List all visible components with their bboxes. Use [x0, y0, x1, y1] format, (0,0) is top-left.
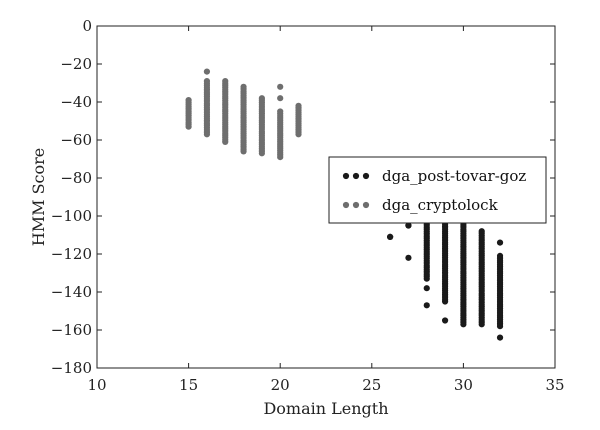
legend-marker — [342, 172, 370, 180]
point-cryptolock-outlier — [277, 95, 284, 102]
y-tick-label: 0 — [82, 17, 92, 35]
legend-marker-dot — [342, 172, 350, 180]
y-tick-label: −140 — [51, 283, 92, 301]
point-cryptolock — [240, 148, 247, 155]
y-tick-label: −20 — [60, 55, 92, 73]
legend-entry-cryptolock: dga_cryptolock — [342, 196, 499, 214]
y-tick-label: −80 — [60, 169, 92, 187]
point-cryptolock — [222, 138, 229, 145]
point-post-tovar-goz-outlier — [441, 317, 449, 324]
point-cryptolock — [258, 150, 265, 157]
x-tick-label: 10 — [87, 376, 106, 394]
y-tick-label: −60 — [60, 131, 92, 149]
legend-box — [328, 156, 547, 224]
y-tick-label: −120 — [51, 245, 92, 263]
x-tick-label: 15 — [179, 376, 198, 394]
point-post-tovar-goz — [478, 321, 485, 328]
legend-label: dga_post-tovar-goz — [382, 167, 526, 185]
point-cryptolock-outlier — [277, 83, 284, 90]
legend-marker — [342, 201, 370, 209]
x-tick-label: 30 — [454, 376, 473, 394]
legend-marker-dot — [352, 172, 360, 180]
data-points — [185, 68, 504, 341]
point-cryptolock-outlier — [203, 68, 211, 75]
x-tick-label: 35 — [545, 376, 564, 394]
point-post-tovar-goz-outlier — [496, 239, 504, 246]
point-post-tovar-goz — [441, 298, 449, 305]
x-tick-label: 25 — [362, 376, 381, 394]
legend-marker-dot — [342, 201, 350, 209]
y-tick-label: −180 — [51, 359, 92, 377]
legend-marker-dot — [362, 201, 370, 209]
x-tick-label: 20 — [271, 376, 290, 394]
point-post-tovar-goz-outlier — [423, 285, 430, 292]
legend-entry-post-tovar-goz: dga_post-tovar-goz — [342, 167, 526, 185]
point-post-tovar-goz — [496, 323, 504, 330]
y-axis-ticks: 0 −20 −40 −60 −80 −100 −120 −140 −160 −180 — [51, 17, 555, 377]
y-tick-label: −100 — [51, 207, 92, 225]
point-post-tovar-goz-outlier — [496, 334, 504, 341]
point-cryptolock — [203, 131, 211, 138]
point-cryptolock — [295, 131, 302, 138]
y-tick-label: −40 — [60, 93, 92, 111]
x-axis-ticks: 10 15 20 25 30 35 — [87, 26, 565, 394]
legend-label: dga_cryptolock — [382, 196, 499, 214]
point-post-tovar-goz — [423, 275, 430, 282]
legend-marker-dot — [352, 201, 360, 209]
x-axis-label: Domain Length — [263, 399, 388, 418]
plot-frame — [96, 25, 556, 369]
legend: dga_post-tovar-goz dga_cryptolock — [328, 156, 547, 224]
point-post-tovar-goz-outlier — [423, 302, 430, 309]
y-axis-label: HMM Score — [29, 148, 48, 246]
point-post-tovar-goz — [460, 321, 467, 328]
y-tick-label: −160 — [51, 321, 92, 339]
point-post-tovar-goz-outlier — [405, 254, 412, 261]
legend-marker-dot — [362, 172, 370, 180]
point-cryptolock — [277, 154, 284, 161]
point-post-tovar-goz — [405, 222, 412, 229]
point-post-tovar-goz — [387, 233, 394, 240]
point-cryptolock — [185, 123, 192, 130]
